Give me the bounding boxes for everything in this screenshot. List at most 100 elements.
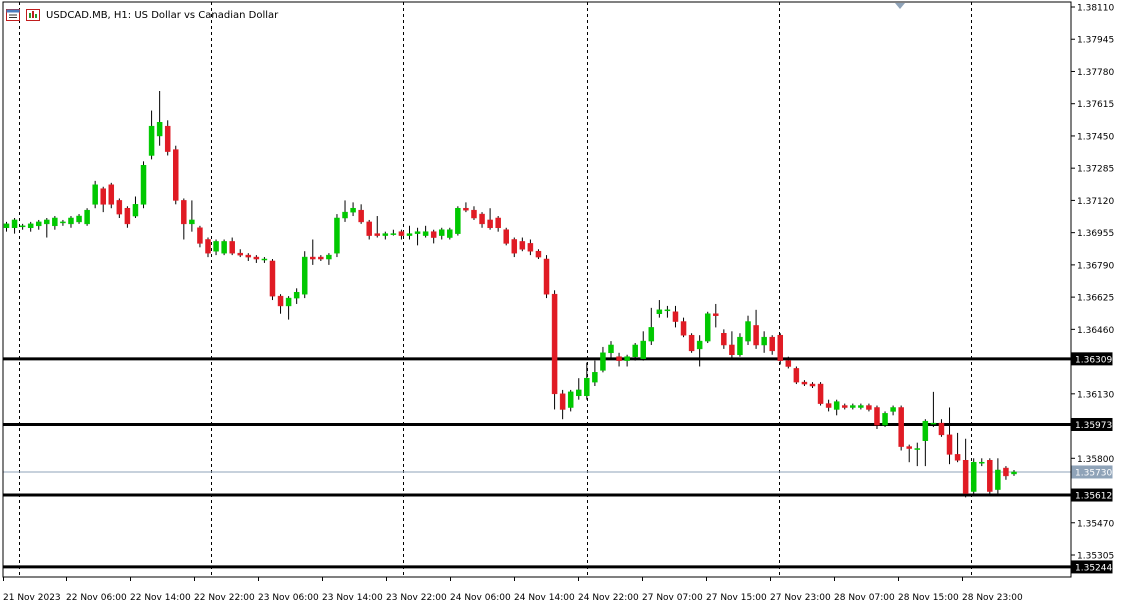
candle-body <box>495 217 501 229</box>
chart-title: USDCAD.MB, H1: US Dollar vs Canadian Dol… <box>46 9 279 21</box>
chart-window-icon[interactable] <box>26 9 40 21</box>
candle-body <box>11 219 18 229</box>
candle-body <box>68 217 74 225</box>
candle-body <box>567 391 574 408</box>
candle-body <box>584 377 590 397</box>
price-label: 1.37120 <box>1077 197 1114 207</box>
price-label: 1.37285 <box>1077 165 1114 175</box>
candle-body <box>197 227 203 244</box>
level-labels: 1.36309 1.35973 1.35612 1.35244 1.35730 <box>1071 352 1113 574</box>
level-price-label: 1.36309 <box>1075 355 1112 365</box>
candle-body <box>979 461 985 464</box>
candle-body <box>801 381 808 385</box>
candle-body <box>52 217 58 227</box>
candle-body <box>519 241 526 250</box>
candle-body <box>777 334 784 361</box>
candle-body <box>882 413 888 426</box>
level-price-label-box <box>1071 352 1113 366</box>
candle-body <box>27 223 34 229</box>
time-label: 27 Nov 15:00 <box>706 593 767 603</box>
candle-body <box>261 258 268 261</box>
time-label: 24 Nov 14:00 <box>514 593 575 603</box>
candle-body <box>551 293 558 395</box>
price-label: 1.36460 <box>1077 326 1114 336</box>
candle-body <box>390 233 397 235</box>
candle-body <box>922 420 929 441</box>
candle-body <box>237 252 243 256</box>
candle-body <box>205 239 211 254</box>
time-label: 22 Nov 06:00 <box>66 593 127 603</box>
candle-body <box>946 434 953 455</box>
candle-body <box>84 209 90 225</box>
candle-body <box>463 207 469 211</box>
candle-body <box>745 321 751 342</box>
price-label: 1.36955 <box>1077 229 1114 239</box>
candle-body <box>592 372 598 383</box>
candle-body <box>358 209 364 223</box>
candle-body <box>76 215 82 223</box>
candle-body <box>253 256 260 260</box>
price-label: 1.35305 <box>1077 552 1114 562</box>
candle-body <box>672 311 679 322</box>
candle-body <box>382 233 389 236</box>
candle-body <box>229 241 235 254</box>
chart-properties-icon[interactable] <box>6 9 20 21</box>
level-price-label: 1.35973 <box>1075 421 1112 431</box>
candle-body <box>100 188 106 205</box>
candle-body <box>632 344 638 357</box>
candle-body <box>656 309 663 314</box>
candle-body <box>535 250 542 258</box>
candle-body <box>3 223 10 229</box>
candle-body <box>890 407 896 412</box>
candle-body <box>930 422 937 425</box>
candle-body <box>285 297 292 307</box>
candle-body <box>511 239 518 254</box>
candle-body <box>874 407 880 426</box>
candle-body <box>954 454 961 461</box>
candle-body <box>173 149 179 201</box>
candle-body <box>318 256 324 260</box>
plot-frame <box>2 1 1072 578</box>
time-label: 27 Nov 07:00 <box>642 593 703 603</box>
candle-body <box>277 295 284 307</box>
time-label: 23 Nov 22:00 <box>386 593 447 603</box>
candle-body <box>608 344 614 354</box>
candle-body <box>914 448 921 450</box>
candle-body <box>92 184 98 205</box>
candle-body <box>124 207 131 225</box>
candle-body <box>987 459 993 492</box>
price-label: 1.37450 <box>1077 132 1114 142</box>
candle-body <box>245 254 252 258</box>
candle-body <box>841 405 848 408</box>
candle-body <box>1003 467 1009 477</box>
candle-body <box>164 125 171 152</box>
candle-body <box>769 336 775 352</box>
candle-body <box>221 241 227 254</box>
price-scale: 1.38110 1.37945 1.37780 1.37615 1.37450 1.372… <box>1071 4 1114 562</box>
price-label: 1.36625 <box>1077 294 1114 304</box>
candle-body <box>487 219 493 229</box>
candle-body <box>559 393 566 410</box>
candle-body <box>938 422 945 436</box>
candle-body <box>624 356 630 361</box>
price-label: 1.36130 <box>1077 390 1114 400</box>
price-label: 1.37615 <box>1077 100 1114 110</box>
candle-body <box>479 213 485 225</box>
candle-body <box>422 231 429 236</box>
price-label: 1.37780 <box>1077 68 1114 78</box>
time-label: 22 Nov 22:00 <box>194 593 255 603</box>
candle-body <box>704 313 711 342</box>
candle-body <box>44 219 50 225</box>
candle-body <box>721 333 727 346</box>
time-label: 28 Nov 15:00 <box>898 593 959 603</box>
axes <box>2 1 1072 578</box>
candle-body <box>438 229 445 236</box>
level-price-label-box <box>1071 417 1113 431</box>
candle-body <box>616 356 622 361</box>
price-label: 1.35470 <box>1077 519 1114 529</box>
candle-body <box>366 221 372 236</box>
candle-body <box>640 340 646 359</box>
candle-body <box>19 225 26 228</box>
